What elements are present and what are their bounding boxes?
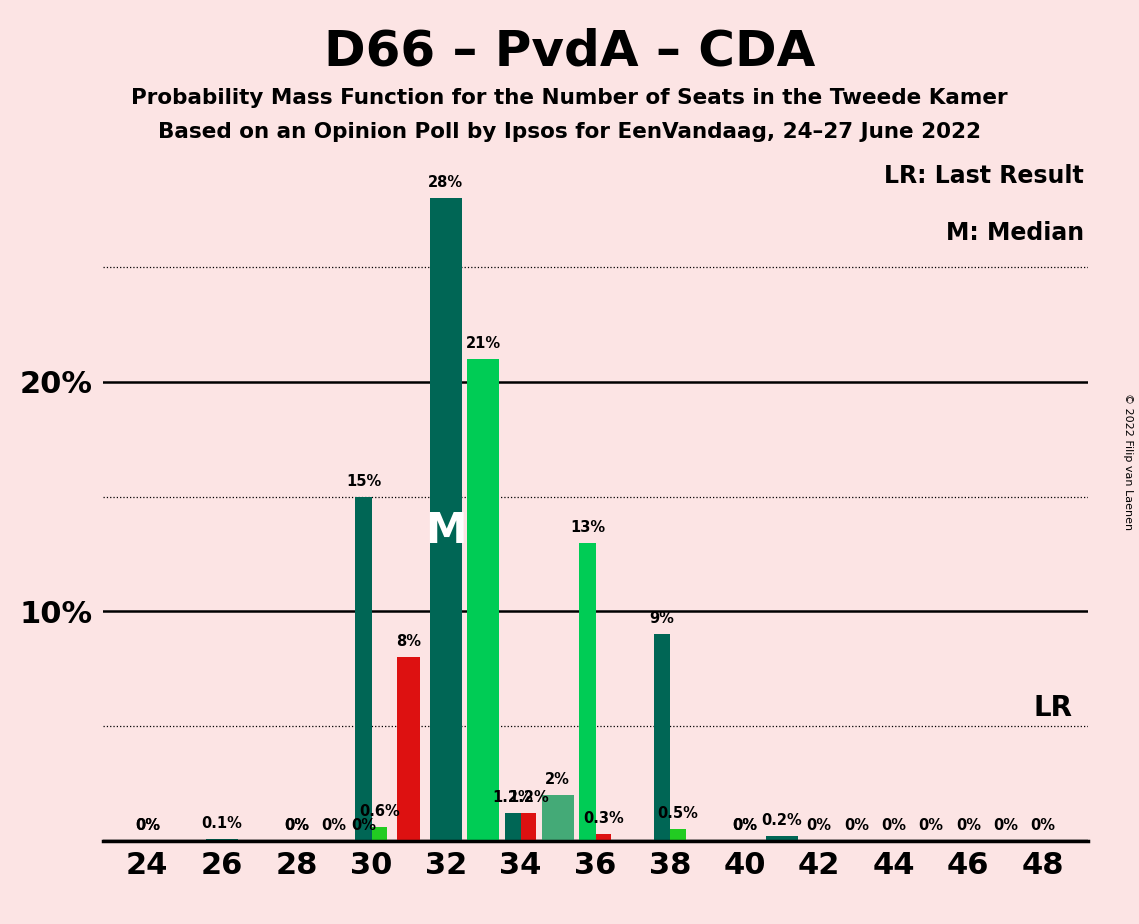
Bar [355, 497, 371, 841]
Text: 0%: 0% [134, 818, 159, 833]
Bar [431, 199, 461, 841]
Text: 0%: 0% [732, 818, 757, 833]
Text: 0%: 0% [918, 818, 943, 833]
Text: D66 – PvdA – CDA: D66 – PvdA – CDA [323, 28, 816, 76]
Bar [522, 813, 536, 841]
Text: 28%: 28% [428, 176, 464, 190]
Bar [542, 795, 574, 841]
Bar [505, 813, 522, 841]
Text: 9%: 9% [649, 612, 674, 626]
Text: Based on an Opinion Poll by Ipsos for EenVandaag, 24–27 June 2022: Based on an Opinion Poll by Ipsos for Ee… [158, 122, 981, 142]
Bar [580, 542, 596, 841]
Bar [765, 836, 797, 841]
Bar [596, 834, 611, 841]
Text: 0%: 0% [956, 818, 981, 833]
Text: 1.2%: 1.2% [492, 790, 533, 806]
Text: 21%: 21% [466, 336, 501, 351]
Text: 1.2%: 1.2% [508, 790, 549, 806]
Text: 0.6%: 0.6% [359, 804, 400, 819]
Bar [398, 657, 419, 841]
Text: 0.5%: 0.5% [657, 807, 698, 821]
Text: 8%: 8% [396, 634, 421, 650]
Text: 0.3%: 0.3% [583, 811, 624, 826]
Text: 0%: 0% [321, 818, 346, 833]
Text: 0%: 0% [993, 818, 1018, 833]
Text: 0%: 0% [882, 818, 907, 833]
Text: LR: Last Result: LR: Last Result [884, 164, 1084, 188]
Bar [206, 839, 238, 841]
Text: 0%: 0% [806, 818, 831, 833]
Text: 0%: 0% [844, 818, 869, 833]
Bar [654, 634, 671, 841]
Text: 0%: 0% [732, 818, 757, 833]
Text: 0%: 0% [284, 818, 309, 833]
Text: 0%: 0% [1031, 818, 1056, 833]
Text: 0%: 0% [134, 818, 159, 833]
Text: 0.1%: 0.1% [202, 816, 243, 831]
Text: 0%: 0% [351, 818, 376, 833]
Bar [467, 359, 499, 841]
Text: LR: LR [1034, 694, 1073, 722]
Text: M: M [425, 510, 467, 552]
Text: © 2022 Filip van Laenen: © 2022 Filip van Laenen [1123, 394, 1132, 530]
Text: Probability Mass Function for the Number of Seats in the Tweede Kamer: Probability Mass Function for the Number… [131, 88, 1008, 108]
Text: 2%: 2% [546, 772, 571, 787]
Bar [671, 830, 686, 841]
Text: 0.2%: 0.2% [761, 813, 802, 828]
Text: 0%: 0% [284, 818, 309, 833]
Text: M: Median: M: Median [945, 222, 1084, 245]
Text: 13%: 13% [570, 519, 605, 534]
Text: 15%: 15% [346, 474, 382, 489]
Bar [371, 827, 387, 841]
